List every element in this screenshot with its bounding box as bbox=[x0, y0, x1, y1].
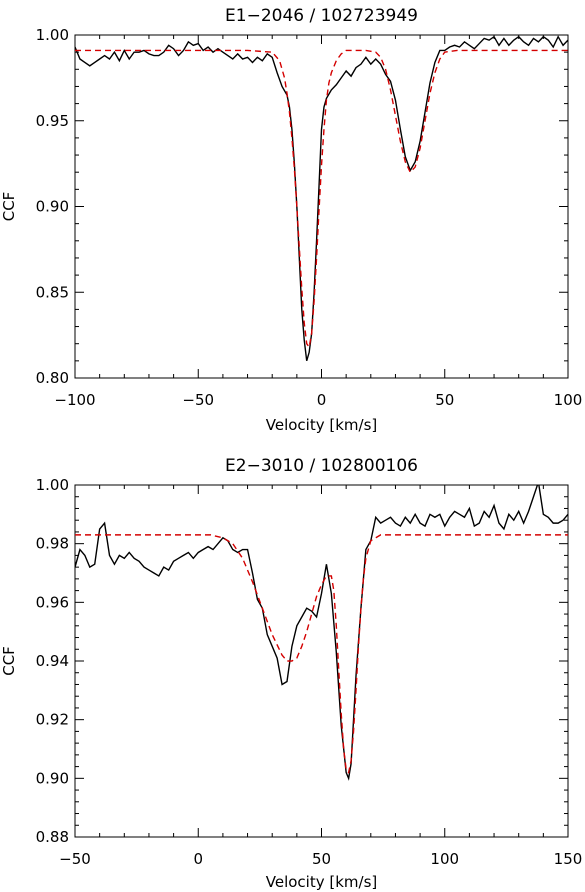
y-tick-label: 0.95 bbox=[36, 112, 69, 130]
plot-frame bbox=[74, 484, 569, 838]
x-tick-label: 0 bbox=[317, 391, 327, 409]
x-tick-label: −50 bbox=[182, 391, 214, 409]
fit-series-line bbox=[75, 49, 568, 349]
fit-series-line bbox=[75, 534, 568, 775]
x-tick-label: 100 bbox=[430, 850, 459, 868]
y-axis-title: CCF bbox=[0, 192, 18, 222]
x-tick-label: 50 bbox=[435, 391, 454, 409]
x-tick-label: 150 bbox=[554, 850, 583, 868]
x-axis-title: Velocity [km/s] bbox=[266, 873, 377, 891]
observed-series-line bbox=[75, 485, 568, 781]
y-tick-label: 0.85 bbox=[36, 283, 69, 301]
y-tick-label: 0.90 bbox=[36, 198, 69, 216]
x-tick-label: 0 bbox=[193, 850, 203, 868]
y-tick-label: 0.92 bbox=[36, 711, 69, 729]
bottom-ccf-panel: E2−3010 / 102800106 −50 0 50 100 150 0.88 0.90 0… bbox=[0, 456, 582, 891]
y-tick-label: 0.98 bbox=[36, 535, 69, 553]
chart-title: E1−2046 / 102723949 bbox=[225, 6, 418, 26]
x-tick-label: 100 bbox=[554, 391, 583, 409]
observed-series-line bbox=[75, 35, 568, 362]
x-tick-label: −100 bbox=[54, 391, 95, 409]
x-tick-label: −50 bbox=[59, 850, 91, 868]
y-axis-title: CCF bbox=[0, 646, 18, 676]
y-tick-label: 1.00 bbox=[36, 26, 69, 44]
top-ccf-panel: E1−2046 / 102723949 −100 −50 0 50 100 0.80 0.85… bbox=[0, 6, 582, 434]
y-tick-label: 0.88 bbox=[36, 828, 69, 846]
plot-frame bbox=[74, 34, 569, 379]
y-tick-label: 0.96 bbox=[36, 593, 69, 611]
chart-title: E2−3010 / 102800106 bbox=[225, 456, 418, 476]
y-tick-label: 1.00 bbox=[36, 476, 69, 494]
y-tick-label: 0.94 bbox=[36, 652, 69, 670]
x-axis-title: Velocity [km/s] bbox=[266, 416, 377, 434]
y-tick-label: 0.80 bbox=[36, 369, 69, 387]
y-tick-label: 0.90 bbox=[36, 769, 69, 787]
x-tick-label: 50 bbox=[312, 850, 331, 868]
